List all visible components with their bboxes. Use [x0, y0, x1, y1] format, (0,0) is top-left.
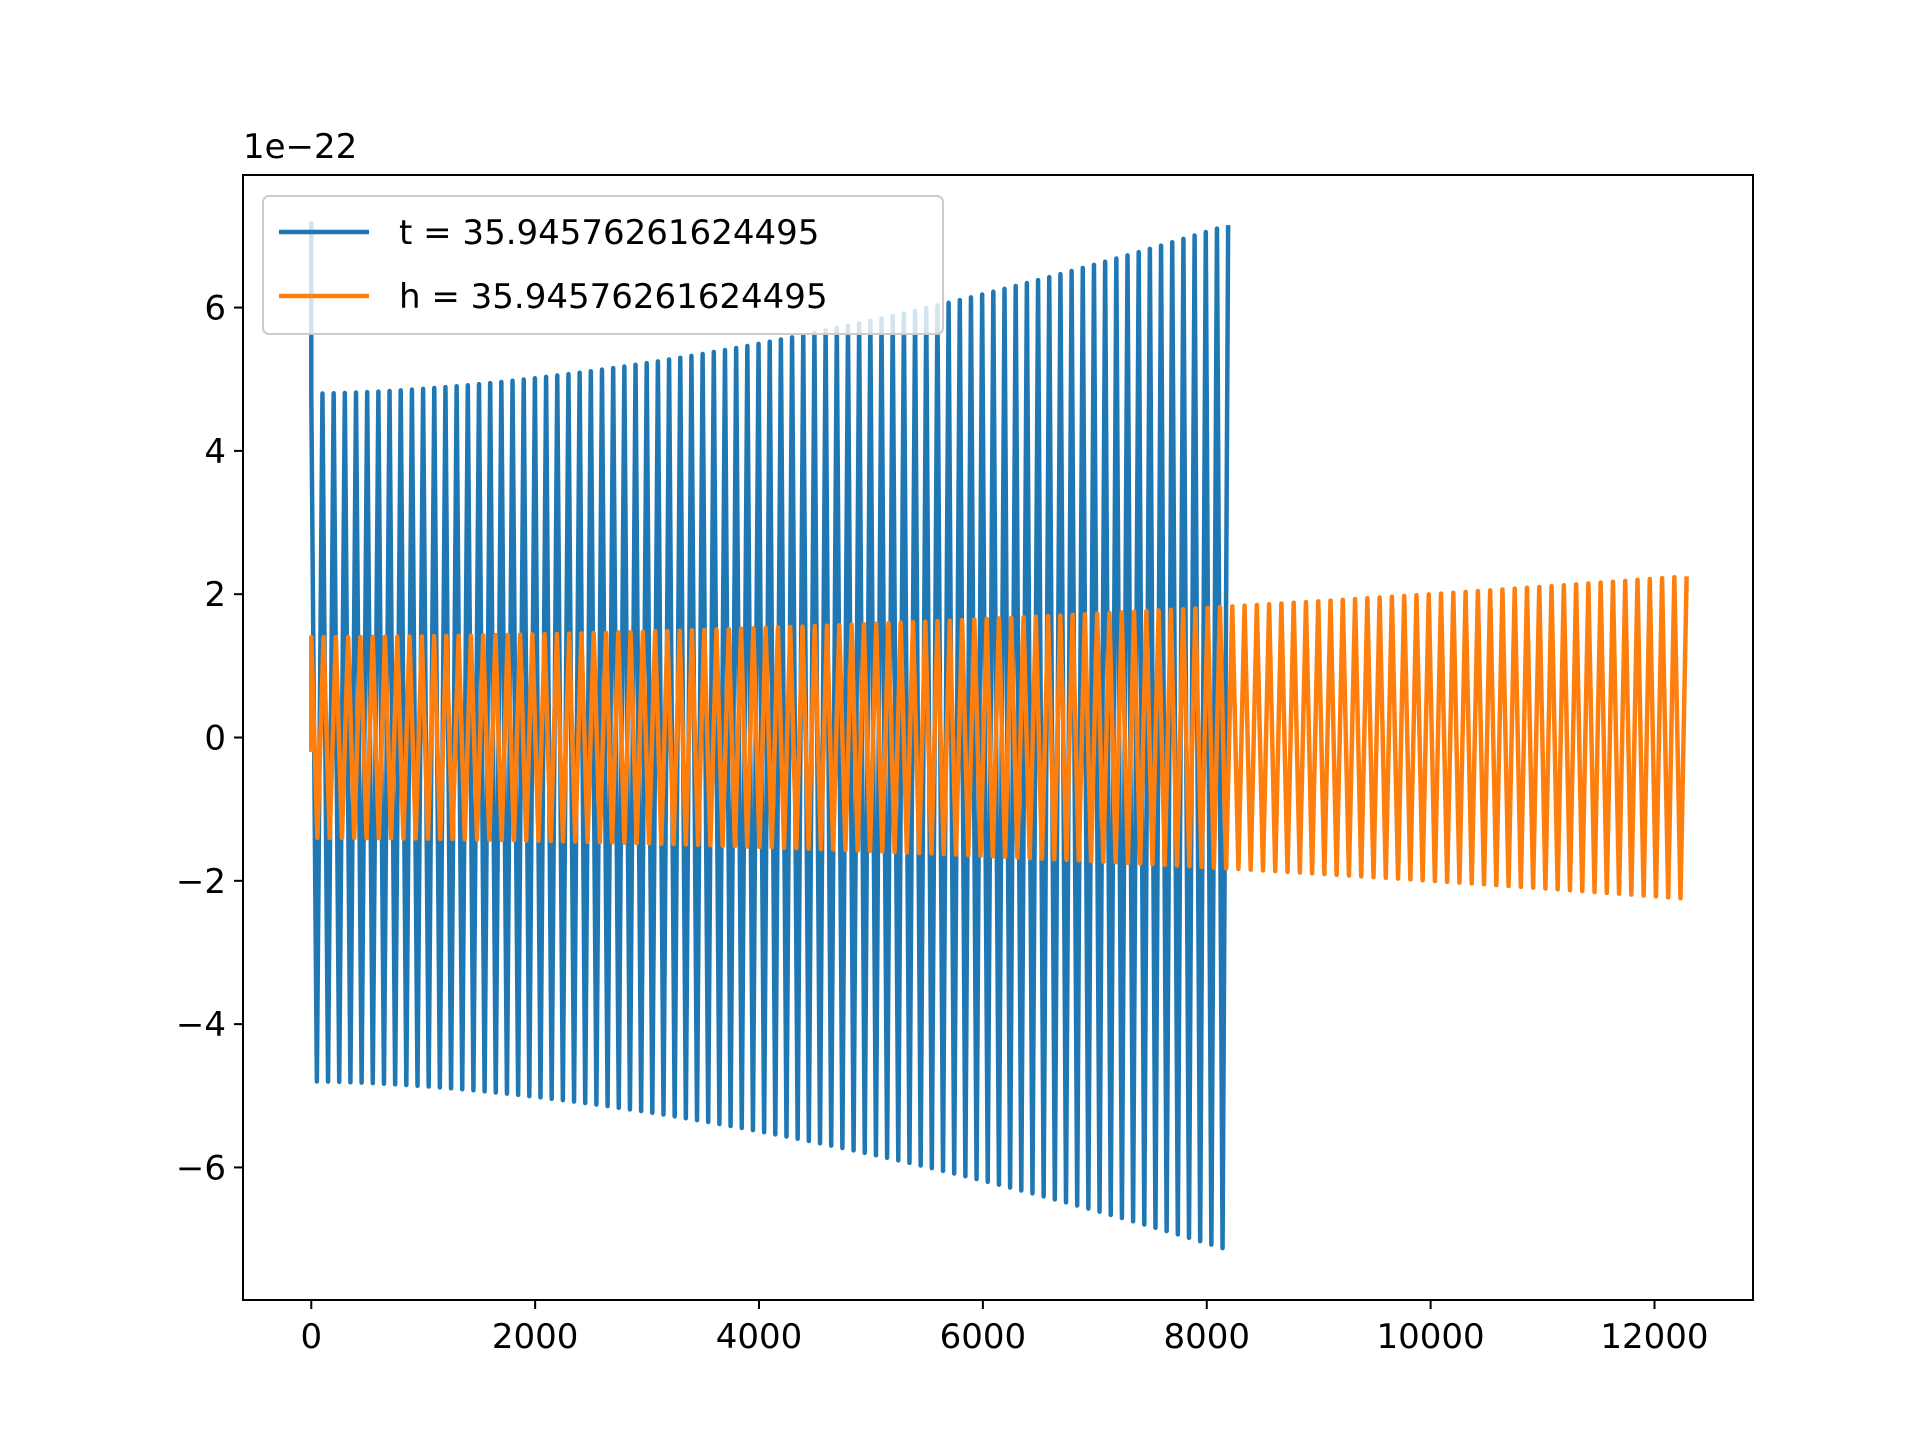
y-tick-label: 0	[204, 719, 226, 759]
x-axis: 0 2000 4000 6000 8000 10000 12000	[300, 1300, 1709, 1357]
x-tick-label: 10000	[1377, 1317, 1485, 1357]
x-tick-label: 12000	[1600, 1317, 1708, 1357]
legend-box	[262, 195, 944, 335]
y-tick-label: 6	[204, 289, 226, 329]
y-axis: 6 4 2 0 −2 −4 −6	[176, 289, 243, 1188]
y-tick-label: −2	[176, 862, 226, 902]
x-tick-label: 2000	[492, 1317, 579, 1357]
x-tick-label: 4000	[716, 1317, 803, 1357]
y-tick-label: −4	[176, 1005, 226, 1045]
series-line-h	[309, 574, 1689, 901]
x-tick-label: 0	[300, 1317, 322, 1357]
x-tick-label: 6000	[940, 1317, 1027, 1357]
y-offset-label: 1e−22	[243, 127, 357, 167]
series-layer	[309, 221, 1689, 1251]
y-tick-label: 2	[204, 575, 226, 615]
y-tick-label: −6	[176, 1148, 226, 1188]
legend-label: t = 35.94576261624495	[399, 213, 819, 253]
legend-label: h = 35.94576261624495	[399, 277, 828, 317]
x-tick-label: 8000	[1163, 1317, 1250, 1357]
y-tick-label: 4	[204, 432, 226, 472]
legend: t = 35.94576261624495 h = 35.945762616244…	[262, 195, 944, 335]
